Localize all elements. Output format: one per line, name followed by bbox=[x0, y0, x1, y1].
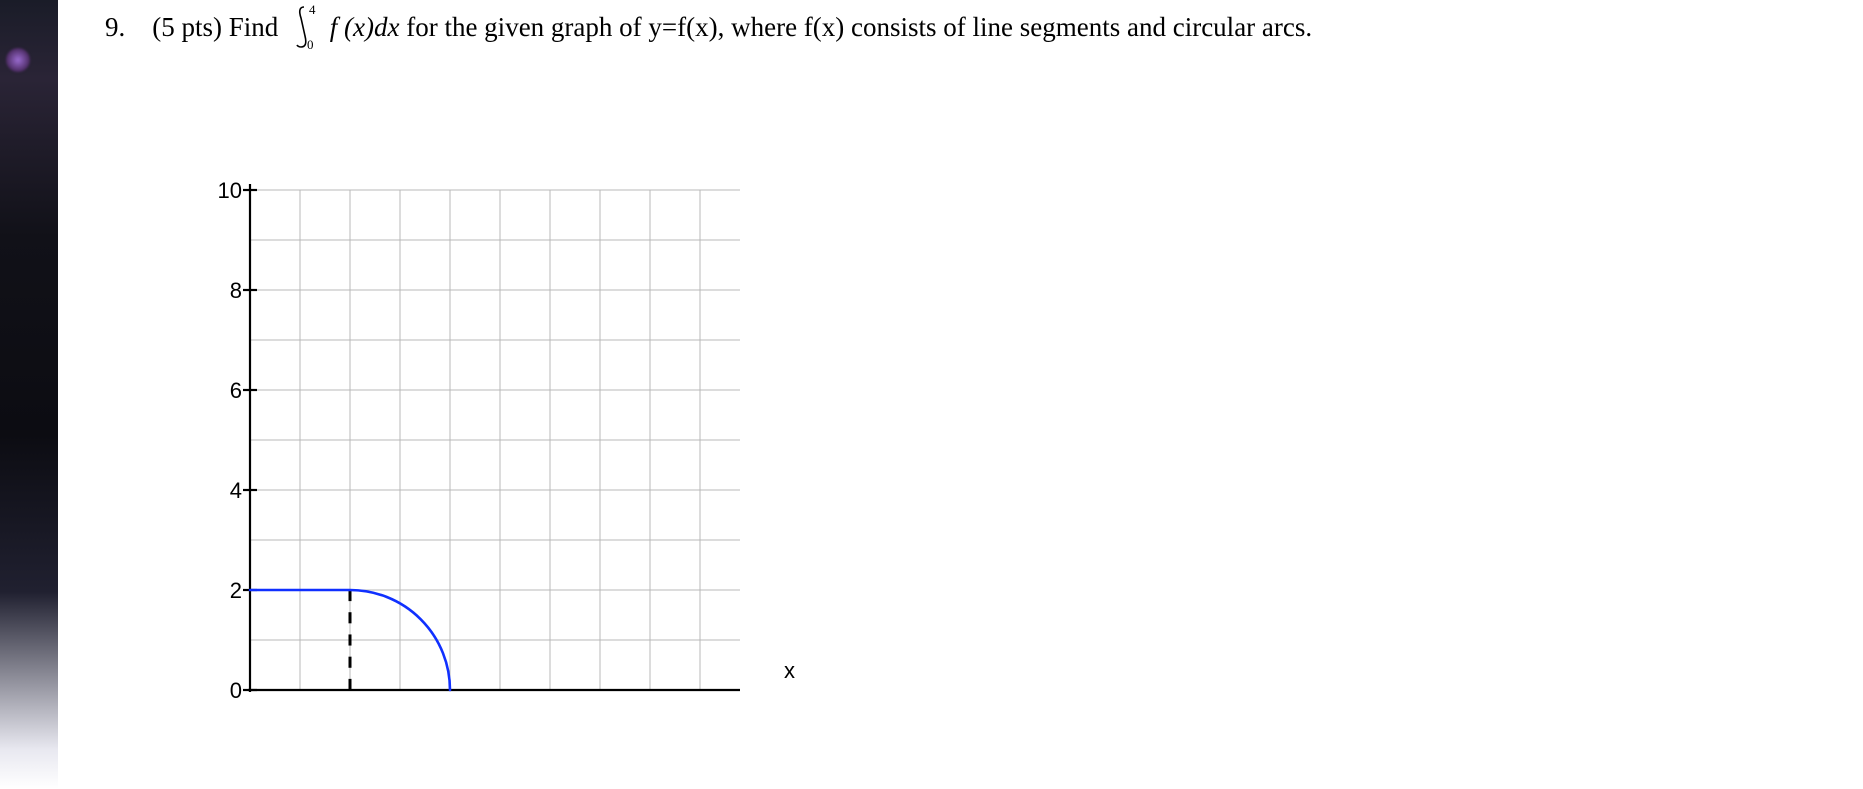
left-photo-strip bbox=[0, 0, 58, 789]
y-tick-label: 2 bbox=[202, 578, 242, 604]
y-tick-label: 6 bbox=[202, 378, 242, 404]
graph-svg bbox=[180, 170, 740, 789]
svg-text:4: 4 bbox=[309, 4, 316, 17]
y-tick-label: 0 bbox=[202, 678, 242, 704]
y-tick-label: 10 bbox=[202, 178, 242, 204]
svg-text:0: 0 bbox=[307, 37, 314, 50]
x-axis-label: x bbox=[784, 658, 795, 684]
y-tick-label: 4 bbox=[202, 478, 242, 504]
graph-container: 1086420 x bbox=[180, 170, 740, 789]
y-tick-label: 8 bbox=[202, 278, 242, 304]
integrand: f (x)dx bbox=[330, 12, 400, 42]
integral-symbol: 4 0 bbox=[287, 4, 321, 57]
question-number: 9. bbox=[105, 12, 125, 42]
question-text: 9. (5 pts) Find 4 0 f (x)dx for the give… bbox=[105, 4, 1312, 57]
question-points: (5 pts) Find bbox=[152, 12, 285, 42]
question-tail: for the given graph of y=f(x), where f(x… bbox=[406, 12, 1312, 42]
